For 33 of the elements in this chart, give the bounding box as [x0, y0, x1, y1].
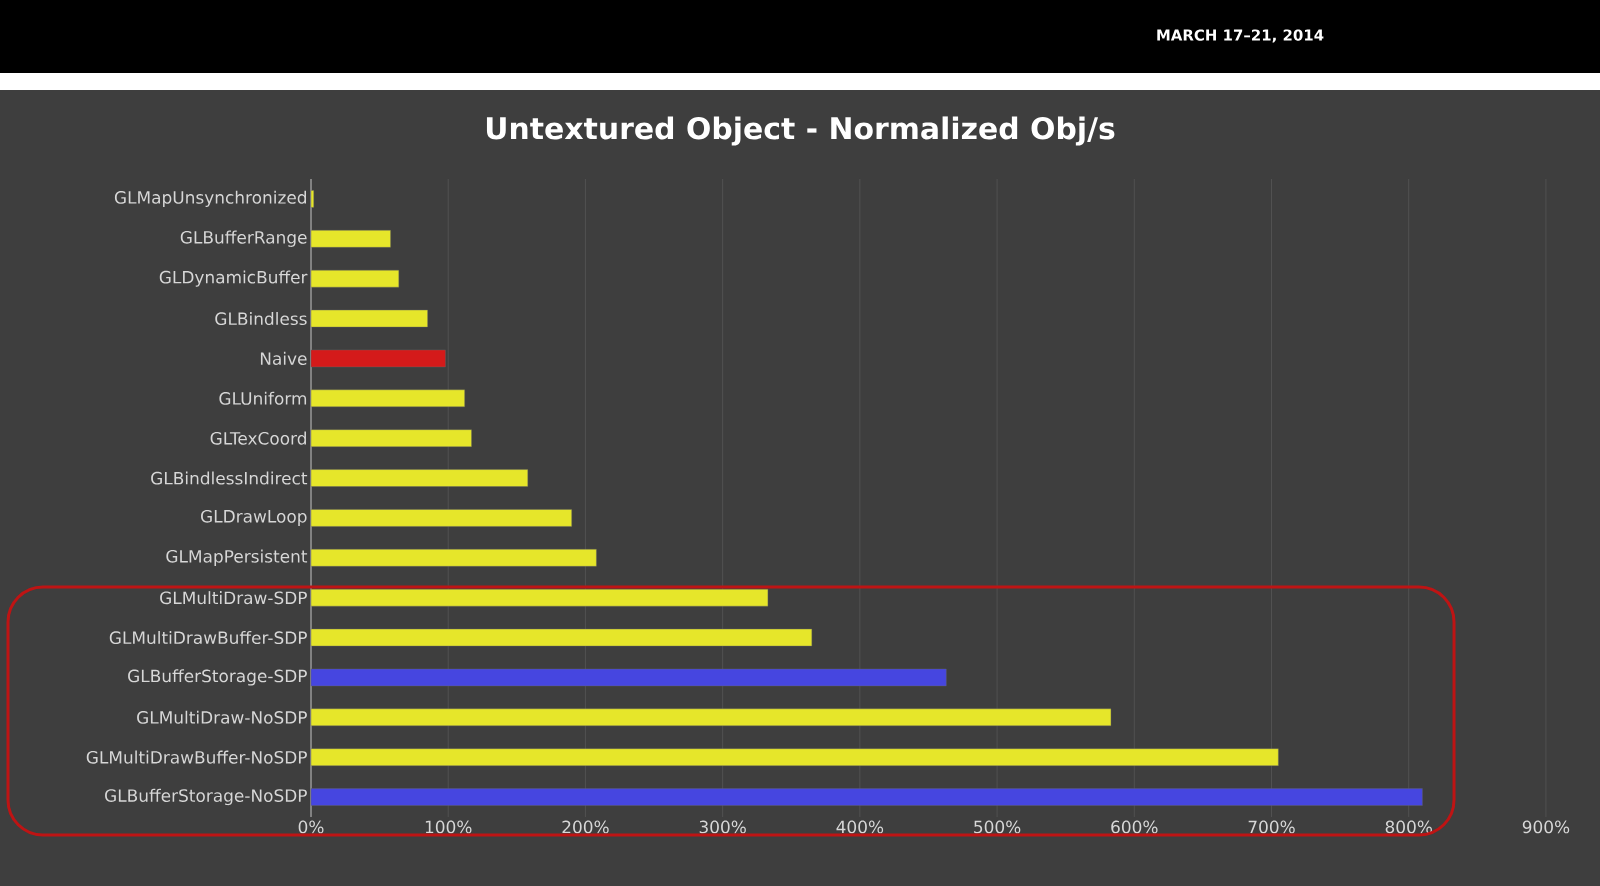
x-tick-label: 600%	[1111, 820, 1158, 834]
bar	[310, 269, 400, 288]
y-tick-label: GLTexCoord	[210, 431, 306, 445]
text: MARCH 17–21, 2014	[1157, 29, 1324, 43]
y-tick-label: GLMapUnsynchronized	[114, 190, 306, 208]
y-tick-label: GLDrawLoop	[201, 509, 307, 526]
y-tick-label: GLMultiDrawBuffer-NoSDP	[86, 750, 307, 764]
y-tick-label: Naive	[260, 351, 307, 365]
x-tick-label: 800%	[1385, 820, 1432, 834]
y-tick-label: GLMultiDrawBuffer-SDP	[109, 631, 307, 645]
x-tick-label: 300%	[699, 820, 746, 834]
y-tick-label: GLBindlessIndirect	[151, 471, 308, 485]
bar	[310, 349, 446, 368]
y-tick-label: GLUniform	[219, 391, 307, 405]
y-tick-label: GLDynamicBuffer	[159, 270, 308, 287]
chart-title: Untextured Object - Normalized Obj/s	[486, 116, 1115, 146]
y-tick-label: GLMultiDraw-NoSDP	[137, 710, 307, 724]
y-tick-label: GLBufferStorage-NoSDP	[105, 788, 307, 806]
y-tick-label: GLMultiDraw-SDP	[160, 591, 307, 605]
bar	[310, 230, 391, 248]
y-tick-label: GLBindless	[215, 311, 307, 326]
x-tick-label: 0%	[298, 820, 324, 834]
x-tick-label: 100%	[425, 820, 472, 834]
x-tick-label: 500%	[974, 820, 1021, 834]
bar	[310, 309, 428, 328]
x-tick-label: 700%	[1248, 820, 1295, 834]
y-tick-label: GLBufferStorage-SDP	[128, 669, 307, 686]
x-tick-label: 400%	[836, 820, 884, 834]
y-tick-label: GLBufferRange	[180, 230, 307, 247]
x-tick-label: 900%	[1522, 820, 1570, 834]
bar	[310, 190, 314, 208]
x-tick-label: 200%	[562, 820, 609, 834]
y-tick-label: GLMapPersistent	[166, 549, 308, 566]
